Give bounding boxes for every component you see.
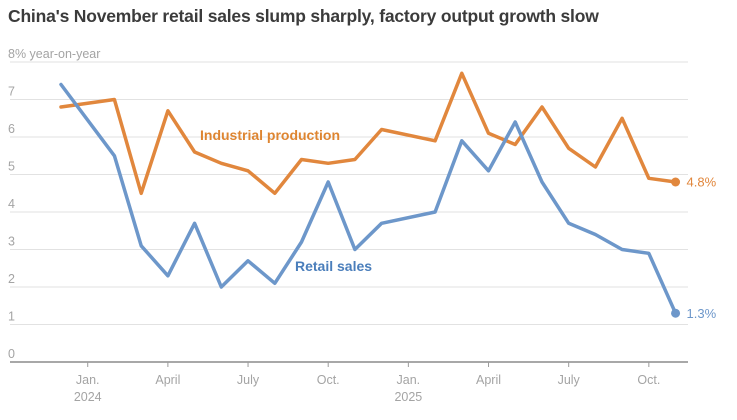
y-tick-label: 0 — [8, 347, 15, 361]
x-tick-label: Oct. — [317, 373, 340, 387]
end-value-label-retail-sales: 1.3% — [687, 306, 717, 321]
series-line-industrial-production — [59, 71, 678, 196]
y-tick-label: 1 — [8, 310, 15, 324]
y-tick-label: 4 — [8, 197, 15, 211]
end-value-label-industrial-production: 4.8% — [687, 175, 717, 190]
series-label-industrial-production: Industrial production — [200, 127, 340, 143]
y-tick-label: 3 — [8, 235, 15, 249]
x-tick-label: April — [155, 373, 180, 387]
x-tick-year-label: 2025 — [394, 390, 422, 404]
x-tick-label: July — [558, 373, 581, 387]
chart-title: China's November retail sales slump shar… — [8, 6, 599, 26]
y-tick-label: 7 — [8, 85, 15, 99]
x-tick-year-label: 2024 — [74, 390, 102, 404]
series-line-retail-sales — [59, 82, 678, 316]
y-tick-label: 2 — [8, 272, 15, 286]
y-tick-label: 6 — [8, 122, 15, 136]
x-tick-label: Jan. — [397, 373, 421, 387]
end-dot-industrial-production — [671, 177, 681, 187]
end-dot-retail-sales — [671, 308, 681, 318]
x-tick-label: April — [476, 373, 501, 387]
y-tick-label: 5 — [8, 160, 15, 174]
y-axis-unit-label: 8% year-on-year — [8, 47, 100, 61]
x-tick-label: Oct. — [637, 373, 660, 387]
x-tick-label: July — [237, 373, 260, 387]
x-tick-label: Jan. — [76, 373, 100, 387]
series-label-retail-sales: Retail sales — [295, 258, 372, 274]
